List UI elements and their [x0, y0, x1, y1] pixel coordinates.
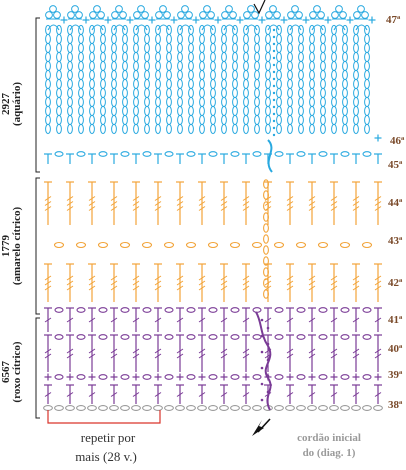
row-label-45: 45ª	[388, 159, 403, 171]
yellow-section	[44, 179, 382, 302]
check-icon	[253, 0, 266, 15]
repeat-note-line1: repetir por	[81, 430, 136, 445]
repeat-note-line2: mais (28 v.)	[75, 449, 137, 464]
row-label-46: 46ª	[390, 135, 405, 147]
start-note-line1: cordão inicial	[297, 432, 361, 444]
section-roxo-name: (roxo cítrico)	[11, 341, 23, 403]
row-label-43: 43ª	[388, 235, 403, 247]
arrow-icon	[252, 418, 271, 436]
row-38-chain	[43, 405, 383, 411]
section-amarelo-name: (amarelo cítrico)	[11, 207, 23, 286]
row-label-42: 42ª	[388, 277, 403, 289]
row-label-44: 44ª	[388, 197, 403, 209]
row-label-39: 39ª	[388, 369, 403, 381]
start-note-line2: do (diag. 1)	[303, 447, 356, 459]
row-label-47: 47ª	[386, 14, 401, 26]
row-label-38: 38ª	[388, 399, 403, 411]
aquario-section	[44, 5, 382, 173]
repeat-bracket	[47, 410, 161, 424]
section-aquario-code: 2927	[0, 93, 12, 116]
row-label-40: 40ª	[388, 343, 403, 355]
section-roxo-code: 6567	[0, 361, 12, 384]
color-section-braces	[35, 17, 40, 419]
section-amarelo-code: 1779	[0, 235, 12, 258]
row-label-41: 41ª	[388, 314, 403, 326]
purple-section	[44, 307, 382, 411]
section-aquario-name: (aquário)	[11, 82, 23, 126]
stitch-symbols	[43, 5, 383, 411]
